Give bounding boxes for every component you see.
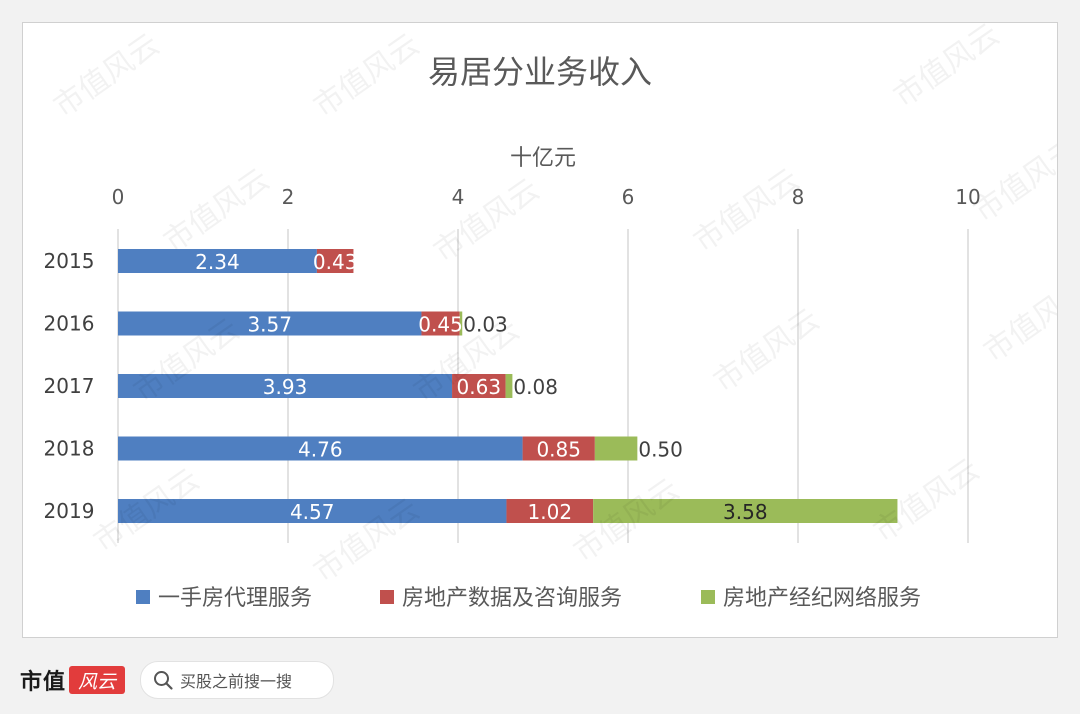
legend-label: 房地产经纪网络服务 (723, 586, 921, 611)
chart-card: 0 2 4 6 8 10 2015 2016 2017 2018 2019 2.34 0.43 3.57 0… (22, 22, 1058, 638)
legend-swatch (701, 590, 715, 604)
data-label: 0.45 (418, 313, 463, 337)
data-label: 0.85 (536, 438, 581, 462)
watermark-text: 市值风云 (888, 23, 1006, 115)
data-label: 2.34 (195, 250, 240, 274)
watermark-text: 市值风云 (308, 27, 426, 124)
x-tick-label: 6 (622, 185, 635, 209)
data-label: 3.58 (723, 500, 768, 524)
search-icon (154, 671, 173, 690)
data-label: 0.50 (638, 438, 683, 462)
bar-segment (118, 311, 422, 336)
bar-segment (506, 499, 594, 523)
y-category-label: 2016 (44, 312, 95, 336)
brand-badge: 风云 (69, 666, 126, 694)
bar-segment (594, 436, 638, 461)
bar-segment (118, 499, 507, 523)
watermark-text: 市值风云 (48, 27, 166, 124)
legend-label: 一手房代理服务 (158, 586, 312, 611)
y-category-label: 2018 (44, 437, 95, 461)
watermark-text: 市值风云 (708, 302, 826, 399)
legend-label: 房地产数据及咨询服务 (402, 586, 622, 611)
bar-segment (118, 436, 523, 461)
y-category-label: 2019 (44, 499, 95, 523)
y-category-label: 2017 (44, 374, 95, 398)
bar-segment (452, 374, 506, 398)
chart-svg: 0 2 4 6 8 10 2015 2016 2017 2018 2019 2.34 0.43 3.57 0… (44, 23, 1057, 611)
data-label: 4.57 (290, 500, 335, 524)
bar-segment (118, 249, 317, 273)
bar-segment (459, 311, 463, 336)
data-label: 0.63 (457, 375, 502, 399)
legend-swatch (380, 590, 394, 604)
data-label: 3.57 (247, 313, 292, 337)
bar-segment (505, 374, 513, 398)
footer-bar: 市值 风云 买股之前搜一搜 (0, 648, 1080, 714)
search-text: 买股之前搜一搜 (180, 672, 293, 691)
bar-segment (421, 311, 460, 336)
search-button[interactable]: 买股之前搜一搜 (140, 661, 334, 699)
legend-swatch (136, 590, 150, 604)
data-label: 0.08 (513, 375, 558, 399)
bar-segment (118, 374, 453, 398)
x-tick-label: 0 (112, 185, 125, 209)
bar-segment (522, 436, 595, 461)
data-label: 0.03 (463, 313, 508, 337)
watermark-text: 市值风云 (978, 272, 1057, 369)
watermark-text: 市值风云 (428, 172, 546, 269)
data-label: 1.02 (528, 500, 573, 524)
watermark-text: 市值风云 (688, 162, 806, 259)
brand-logo[interactable]: 市值 风云 (20, 664, 126, 696)
data-label: 0.43 (313, 250, 358, 274)
data-label: 3.93 (263, 375, 308, 399)
brand-name: 市值 (20, 669, 67, 695)
x-tick-label: 2 (282, 185, 295, 209)
data-label: 4.76 (298, 438, 343, 462)
chart-title: 易居分业务收入 (428, 53, 652, 91)
watermark-text: 市值风云 (968, 132, 1057, 229)
x-tick-label: 4 (452, 185, 465, 209)
x-axis-title: 十亿元 (510, 146, 576, 171)
x-tick-label: 10 (955, 185, 980, 209)
bar-segment (316, 249, 354, 273)
y-category-label: 2015 (44, 249, 95, 273)
x-tick-label: 8 (792, 185, 805, 209)
watermark-text: 市值风云 (158, 162, 276, 259)
bar-segment (593, 499, 898, 523)
